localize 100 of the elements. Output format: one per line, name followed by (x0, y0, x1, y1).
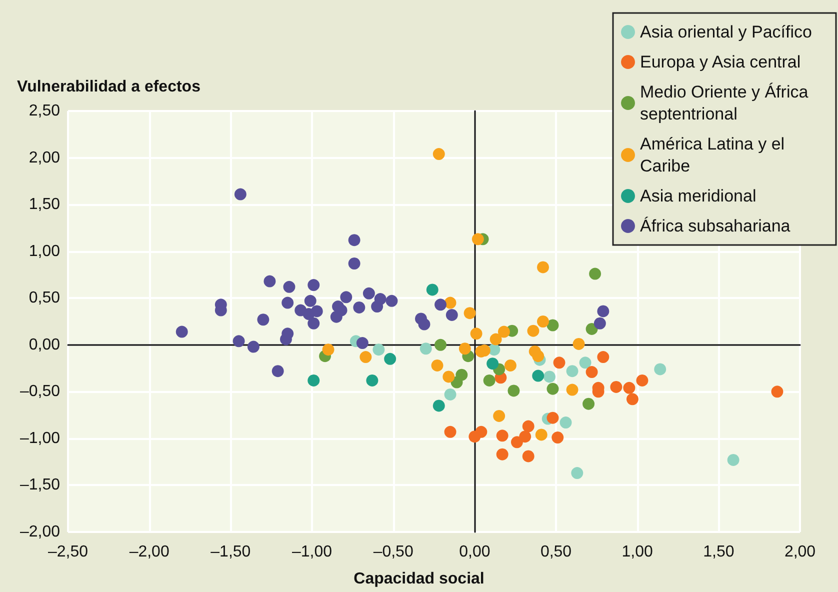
point (282, 296, 294, 309)
x-axis-title: Capacidad social (354, 570, 484, 588)
point (434, 338, 447, 351)
point (308, 374, 320, 386)
point (589, 268, 602, 280)
x-tick-label: –2,50 (48, 544, 88, 560)
point (522, 420, 534, 432)
point (486, 358, 499, 370)
point (272, 365, 284, 378)
y-tick-label: –0,50 (20, 383, 60, 400)
point (626, 393, 638, 406)
point (340, 291, 352, 304)
x-tick-label: –1,00 (292, 544, 332, 560)
point (434, 298, 447, 311)
point (432, 400, 445, 412)
y-tick-label: –2,00 (20, 524, 60, 540)
legend-label: Asia meridional (640, 186, 756, 206)
point (420, 342, 432, 355)
point (537, 316, 549, 328)
point (537, 261, 549, 274)
point (371, 300, 384, 313)
point (444, 388, 456, 400)
point (508, 384, 520, 397)
point (308, 317, 320, 330)
point (522, 450, 534, 462)
point (552, 432, 564, 444)
point (490, 333, 502, 346)
point (544, 370, 556, 383)
point (372, 344, 385, 356)
point (475, 426, 488, 438)
point (232, 335, 245, 348)
point (464, 307, 476, 320)
point (472, 233, 484, 246)
point (302, 308, 315, 320)
point (431, 359, 444, 372)
point (727, 454, 740, 466)
x-tick-label: 1,00 (622, 544, 654, 560)
y-tick-label: 2,00 (28, 149, 60, 166)
point (386, 294, 398, 307)
point (566, 365, 578, 378)
point (582, 398, 595, 410)
y-tick-label: 0,00 (28, 336, 60, 354)
point (579, 356, 592, 369)
point (418, 318, 430, 330)
point (572, 338, 585, 350)
y-tick-label: 1,00 (28, 242, 60, 260)
point (446, 308, 458, 321)
y-tick-label: 1,50 (28, 196, 60, 214)
point (519, 430, 532, 443)
point (532, 350, 544, 362)
point (458, 342, 471, 355)
x-tick-label: –0,50 (373, 544, 414, 560)
point (527, 324, 540, 337)
point (362, 287, 375, 300)
point (366, 374, 378, 386)
point (330, 310, 342, 323)
legend-label: África subsahariana (640, 216, 791, 236)
point (532, 370, 544, 382)
point (504, 359, 516, 372)
point (597, 305, 610, 318)
point (586, 322, 598, 335)
point (546, 412, 559, 424)
y-tick-label: 2,50 (28, 102, 60, 120)
point (496, 430, 508, 442)
point (283, 280, 296, 293)
point (348, 258, 360, 270)
point (597, 351, 610, 364)
x-tick-label: 0,50 (540, 544, 572, 560)
x-tick-label: –2,00 (129, 544, 170, 560)
legend-label: América Latina y el Caribe (640, 134, 790, 176)
legend-label: Asia oriental y Pacífico (640, 22, 812, 42)
point (304, 294, 316, 307)
point (426, 284, 438, 296)
x-tick-label: 1,50 (703, 544, 734, 560)
point (636, 374, 648, 386)
point (594, 317, 606, 330)
y-axis-title: Vulnerabilidad a efectos (17, 78, 201, 96)
point (498, 326, 510, 338)
x-tick-label: 2,00 (784, 544, 816, 560)
y-tick-label: –1,00 (20, 430, 60, 447)
point (654, 363, 666, 376)
point (308, 279, 320, 292)
point (444, 296, 456, 309)
point (623, 382, 636, 394)
point (353, 301, 366, 314)
point (356, 337, 368, 350)
point (432, 148, 445, 160)
legend-label: Medio Oriente y África septentrional (640, 82, 813, 124)
point (610, 380, 622, 393)
y-tick-label: –1,50 (20, 476, 60, 494)
point (586, 366, 598, 378)
point (493, 410, 506, 422)
point (510, 436, 523, 448)
point (771, 386, 784, 398)
point (470, 328, 482, 340)
point (257, 314, 270, 326)
point (176, 326, 188, 338)
point (360, 351, 372, 364)
point (264, 275, 276, 288)
x-tick-label: –1,50 (210, 544, 251, 560)
